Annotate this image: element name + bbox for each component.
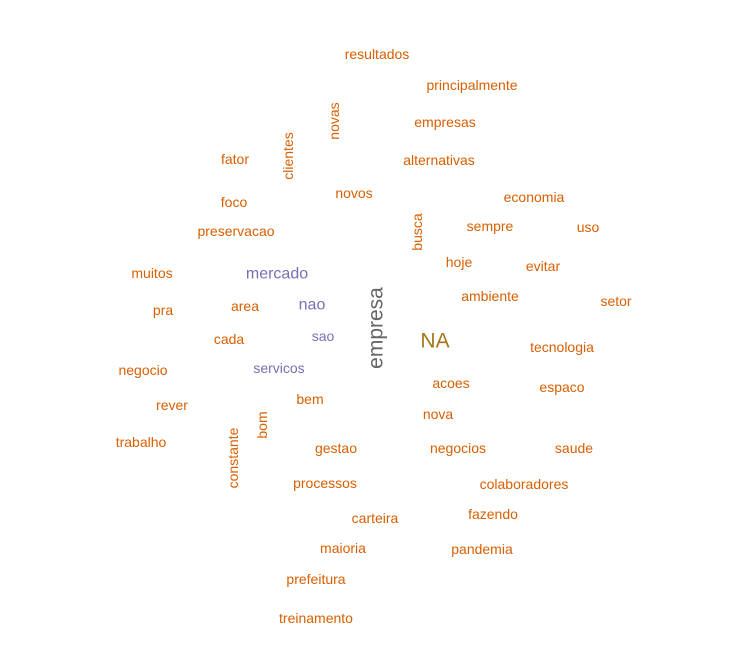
word-clientes: clientes (280, 132, 296, 179)
word-mercado: mercado (246, 266, 308, 283)
word-espaco: espaco (539, 379, 584, 395)
word-saude: saude (555, 440, 593, 456)
word-foco: foco (221, 194, 248, 210)
word-cada: cada (214, 331, 245, 347)
word-na: NA (420, 330, 449, 353)
word-maioria: maioria (320, 540, 366, 556)
word-acoes: acoes (432, 375, 469, 391)
word-ambiente: ambiente (461, 288, 519, 304)
word-prefeitura: prefeitura (286, 571, 345, 587)
word-pra: pra (153, 302, 173, 318)
word-treinamento: treinamento (279, 610, 353, 626)
word-gestao: gestao (315, 440, 357, 456)
word-busca: busca (409, 213, 425, 251)
word-novas: novas (326, 102, 342, 139)
word-empresa: empresa (365, 287, 388, 369)
word-fazendo: fazendo (468, 506, 518, 522)
word-negocio: negocio (118, 362, 167, 378)
word-constante: constante (225, 427, 241, 488)
word-sempre: sempre (467, 218, 514, 234)
word-trabalho: trabalho (116, 434, 167, 450)
word-principalmente: principalmente (426, 77, 517, 93)
word-uso: uso (577, 219, 600, 235)
word-colaboradores: colaboradores (480, 476, 569, 492)
word-evitar: evitar (526, 258, 561, 274)
word-area: area (231, 298, 259, 314)
word-nao: nao (299, 297, 326, 314)
word-tecnologia: tecnologia (530, 339, 594, 355)
word-bem: bem (296, 391, 323, 407)
word-servicos: servicos (253, 360, 304, 376)
word-novos: novos (335, 185, 372, 201)
word-setor: setor (600, 293, 631, 309)
word-carteira: carteira (352, 510, 399, 526)
word-fator: fator (221, 151, 249, 167)
word-bom: bom (254, 411, 270, 438)
word-alternativas: alternativas (403, 152, 475, 168)
word-muitos: muitos (131, 265, 172, 281)
word-empresas: empresas (414, 114, 475, 130)
word-pandemia: pandemia (451, 541, 513, 557)
word-economia: economia (504, 189, 565, 205)
word-resultados: resultados (345, 46, 410, 62)
word-preservacao: preservacao (197, 223, 274, 239)
word-sao: sao (312, 328, 335, 344)
word-rever: rever (156, 397, 188, 413)
word-processos: processos (293, 475, 357, 491)
word-hoje: hoje (446, 254, 473, 270)
word-nova: nova (423, 406, 454, 422)
word-negocios: negocios (430, 440, 486, 456)
